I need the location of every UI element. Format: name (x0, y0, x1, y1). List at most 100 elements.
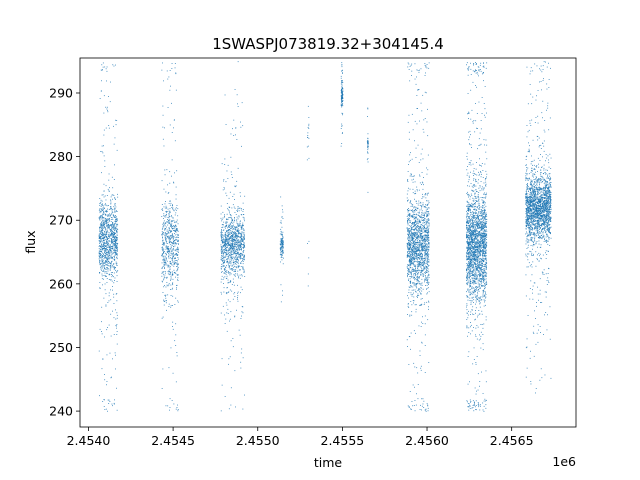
data-point (410, 272, 412, 273)
data-point (100, 233, 102, 235)
data-point (418, 258, 420, 259)
data-point (114, 245, 116, 247)
data-point (409, 214, 411, 216)
data-point (407, 295, 408, 297)
data-point (163, 218, 164, 219)
data-point (421, 206, 423, 208)
data-point (109, 240, 111, 242)
data-point (367, 191, 369, 193)
data-point (408, 217, 410, 219)
data-point (113, 403, 115, 405)
data-point (114, 245, 116, 247)
data-point (168, 271, 170, 273)
data-point (166, 242, 167, 244)
data-point (416, 214, 418, 216)
data-point (101, 228, 103, 230)
data-point (232, 298, 234, 300)
data-point (280, 244, 282, 246)
data-point (281, 243, 283, 245)
data-point (174, 225, 176, 226)
data-point (175, 323, 177, 325)
data-point (412, 277, 414, 279)
data-point (167, 243, 169, 244)
data-point (106, 225, 108, 227)
data-point (100, 215, 102, 217)
data-point (221, 263, 223, 265)
data-point (224, 314, 225, 316)
data-point (243, 230, 245, 232)
data-point (282, 251, 284, 253)
data-point (102, 217, 104, 219)
data-point (101, 209, 102, 211)
data-point (415, 266, 416, 268)
data-point (175, 221, 177, 223)
data-point (221, 246, 223, 248)
data-point (236, 261, 238, 263)
data-point (163, 300, 165, 302)
data-point (239, 248, 241, 250)
data-point (116, 258, 118, 260)
data-point (103, 243, 105, 245)
data-point (409, 257, 411, 259)
data-point (109, 269, 111, 271)
data-point (478, 310, 480, 311)
data-point (229, 272, 231, 274)
data-point (422, 94, 424, 96)
data-point (235, 234, 237, 236)
data-point (420, 304, 422, 305)
data-point (411, 250, 413, 252)
data-point (223, 268, 225, 269)
data-point (226, 219, 228, 221)
data-point (419, 120, 420, 122)
data-point (423, 220, 425, 221)
data-point (422, 240, 423, 241)
data-point (106, 249, 108, 250)
data-point (428, 238, 430, 240)
data-point (110, 200, 112, 202)
data-point (235, 262, 236, 264)
data-point (164, 233, 166, 235)
data-point (415, 232, 417, 234)
data-point (168, 248, 169, 249)
data-point (171, 225, 173, 227)
data-point (423, 225, 425, 227)
data-point (235, 273, 237, 275)
data-point (411, 232, 413, 234)
data-point (236, 259, 237, 261)
data-point (162, 231, 164, 233)
data-point (163, 244, 165, 246)
data-point (341, 98, 343, 100)
data-point (417, 254, 419, 256)
data-point (105, 246, 107, 247)
data-point (422, 246, 423, 247)
data-point (162, 243, 164, 245)
data-point (106, 282, 108, 283)
data-point (172, 295, 174, 297)
data-point (242, 241, 244, 242)
data-point (165, 239, 167, 241)
data-point (236, 248, 237, 250)
data-point (428, 237, 430, 238)
data-point (115, 64, 116, 66)
data-point (110, 249, 112, 251)
data-point (114, 247, 116, 249)
data-point (177, 252, 179, 253)
data-point (166, 260, 168, 262)
data-point (478, 286, 480, 287)
data-point (99, 231, 101, 233)
data-point (407, 256, 409, 257)
data-point (112, 358, 113, 360)
data-point (112, 246, 114, 248)
data-point (428, 231, 430, 233)
data-point (113, 266, 115, 268)
data-point (172, 255, 174, 257)
data-point (411, 248, 413, 250)
data-point (110, 196, 112, 198)
data-point (113, 234, 115, 235)
data-point (111, 224, 113, 226)
data-point (281, 205, 283, 207)
data-point (467, 314, 469, 316)
data-point (420, 202, 422, 204)
data-point (224, 244, 226, 246)
data-point (340, 96, 342, 98)
